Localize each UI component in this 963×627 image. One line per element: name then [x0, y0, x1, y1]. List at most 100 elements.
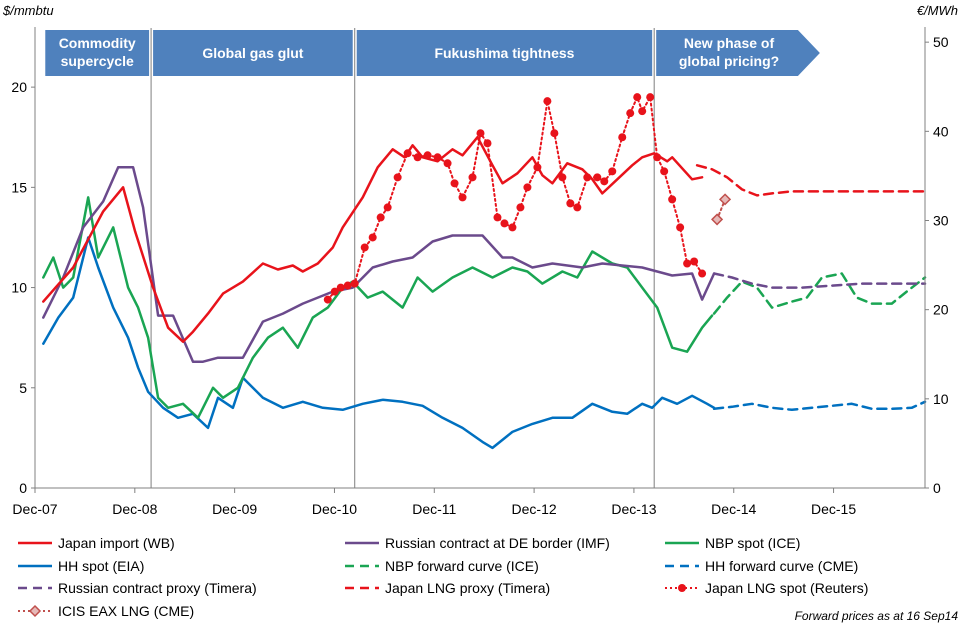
x-tick-label: Dec-11 — [412, 501, 456, 517]
point-japan-lng-spot-reuters — [330, 287, 339, 296]
legend: Japan import (WB) Russian contract at DE … — [18, 535, 868, 619]
y-tick-label-right: 20 — [933, 302, 949, 318]
x-tick-label: Dec-08 — [112, 501, 157, 517]
phase-label: Commodity — [59, 35, 136, 51]
point-japan-lng-spot-reuters — [360, 243, 369, 252]
legend-item: NBP spot (ICE) — [665, 535, 800, 551]
x-tick-label: Dec-10 — [312, 501, 357, 517]
point-japan-lng-spot-reuters — [458, 193, 467, 202]
point-japan-lng-spot-reuters — [600, 177, 609, 186]
point-japan-lng-spot-reuters — [350, 279, 359, 288]
point-japan-lng-spot-reuters — [403, 149, 412, 158]
x-tick-label: Dec-09 — [212, 501, 257, 517]
point-japan-lng-spot-reuters — [383, 203, 392, 212]
phase-banners: Commodity supercycle Global gas glut Fukush… — [45, 30, 820, 76]
legend-label: NBP forward curve (ICE) — [385, 558, 539, 574]
phase-banner — [45, 30, 150, 76]
legend-item: HH spot (EIA) — [18, 558, 144, 574]
phase-label: Fukushima tightness — [434, 45, 574, 61]
point-japan-lng-spot-reuters — [433, 153, 442, 162]
point-japan-lng-spot-reuters — [653, 153, 662, 162]
y-tick-label-right: 50 — [933, 34, 949, 50]
left-axis-unit: $/mmbtu — [2, 3, 54, 18]
point-japan-lng-spot-reuters — [500, 219, 509, 228]
series-japan-lng-proxy-timera — [695, 164, 927, 197]
x-tick-label: Dec-07 — [12, 501, 57, 517]
point-japan-lng-spot-reuters — [676, 223, 685, 232]
legend-label: HH forward curve (CME) — [705, 558, 858, 574]
axes: 0 5 10 15 20 0 10 20 30 40 50 Dec-07 Dec-08 Dec-09 Dec… — [11, 27, 949, 517]
series-russian-contract-proxy-timera — [712, 272, 927, 289]
legend-label: Japan LNG spot (Reuters) — [705, 580, 868, 596]
legend-item: Japan import (WB) — [18, 535, 175, 551]
y-tick-label-left: 15 — [11, 179, 27, 195]
series-hh-spot-eia — [42, 236, 716, 450]
x-tick-label: Dec-15 — [811, 501, 856, 517]
series-nbp-spot-ice — [42, 196, 714, 420]
point-japan-lng-spot-reuters — [483, 139, 492, 148]
point-japan-lng-spot-reuters — [550, 129, 559, 138]
point-japan-lng-spot-reuters — [618, 133, 627, 142]
phase-label: global pricing? — [679, 53, 779, 69]
point-japan-lng-spot-reuters — [368, 233, 377, 242]
point-japan-lng-spot-reuters — [493, 213, 502, 222]
point-japan-lng-spot-reuters — [443, 159, 452, 168]
point-japan-lng-spot-reuters — [690, 257, 699, 266]
legend-item: Russian contract proxy (Timera) — [18, 580, 257, 596]
point-japan-lng-spot-reuters — [450, 179, 459, 188]
point-japan-lng-spot-reuters — [626, 109, 635, 118]
legend-marker — [678, 584, 686, 592]
series-russian-contract-at-de-border-imf — [42, 166, 716, 363]
legend-label: Japan LNG proxy (Timera) — [385, 580, 550, 596]
y-tick-label-right: 0 — [933, 480, 941, 496]
point-japan-lng-spot-reuters — [566, 199, 575, 208]
point-japan-lng-spot-reuters — [638, 107, 647, 116]
legend-item: Russian contract at DE border (IMF) — [345, 535, 610, 551]
point-japan-lng-spot-reuters — [683, 259, 692, 268]
legend-item: NBP forward curve (ICE) — [345, 558, 539, 574]
legend-label: Japan import (WB) — [58, 535, 175, 551]
point-japan-lng-spot-reuters — [336, 283, 345, 292]
point-icis-eax-lng-cme — [711, 213, 724, 226]
legend-marker — [28, 604, 42, 618]
point-japan-lng-spot-reuters — [660, 167, 669, 176]
point-japan-lng-spot-reuters — [533, 163, 542, 172]
phase-label: supercycle — [61, 53, 134, 69]
series-nbp-forward-curve-ice — [712, 272, 927, 315]
point-icis-eax-lng-cme — [718, 193, 732, 206]
point-japan-lng-spot-reuters — [516, 203, 525, 212]
footnote: Forward prices as at 16 Sep14 — [795, 609, 959, 623]
point-japan-lng-spot-reuters — [468, 173, 477, 182]
legend-label: Russian contract proxy (Timera) — [58, 580, 257, 596]
x-tick-label: Dec-12 — [512, 501, 557, 517]
legend-label: NBP spot (ICE) — [705, 535, 800, 551]
point-japan-lng-spot-reuters — [523, 183, 532, 192]
legend-label: HH spot (EIA) — [58, 558, 144, 574]
phase-banner — [656, 30, 820, 76]
series-hh-forward-curve-cme — [712, 400, 927, 412]
phase-label: New phase of — [684, 35, 775, 51]
point-japan-lng-spot-reuters — [593, 173, 602, 182]
right-axis-unit: €/MWh — [917, 3, 958, 18]
phase-banner — [356, 30, 653, 76]
y-tick-label-right: 10 — [933, 391, 949, 407]
point-japan-lng-spot-reuters — [476, 129, 485, 138]
point-japan-lng-spot-reuters — [508, 223, 517, 232]
y-tick-label-left: 20 — [11, 79, 27, 95]
legend-item: HH forward curve (CME) — [665, 558, 858, 574]
point-japan-lng-spot-reuters — [633, 93, 642, 102]
point-japan-lng-spot-reuters — [608, 167, 617, 176]
point-japan-lng-spot-reuters — [668, 195, 677, 204]
point-japan-lng-spot-reuters — [376, 213, 385, 222]
point-japan-lng-spot-reuters — [543, 97, 552, 106]
legend-label: ICIS EAX LNG (CME) — [58, 603, 194, 619]
point-japan-lng-spot-reuters — [558, 173, 567, 182]
point-japan-lng-spot-reuters — [423, 151, 432, 160]
series-lines — [42, 93, 927, 450]
y-tick-label-right: 30 — [933, 212, 949, 228]
phase-dividers — [150, 28, 655, 488]
y-tick-label-left: 0 — [19, 480, 27, 496]
y-tick-label-left: 5 — [19, 380, 27, 396]
point-japan-lng-spot-reuters — [583, 173, 592, 182]
